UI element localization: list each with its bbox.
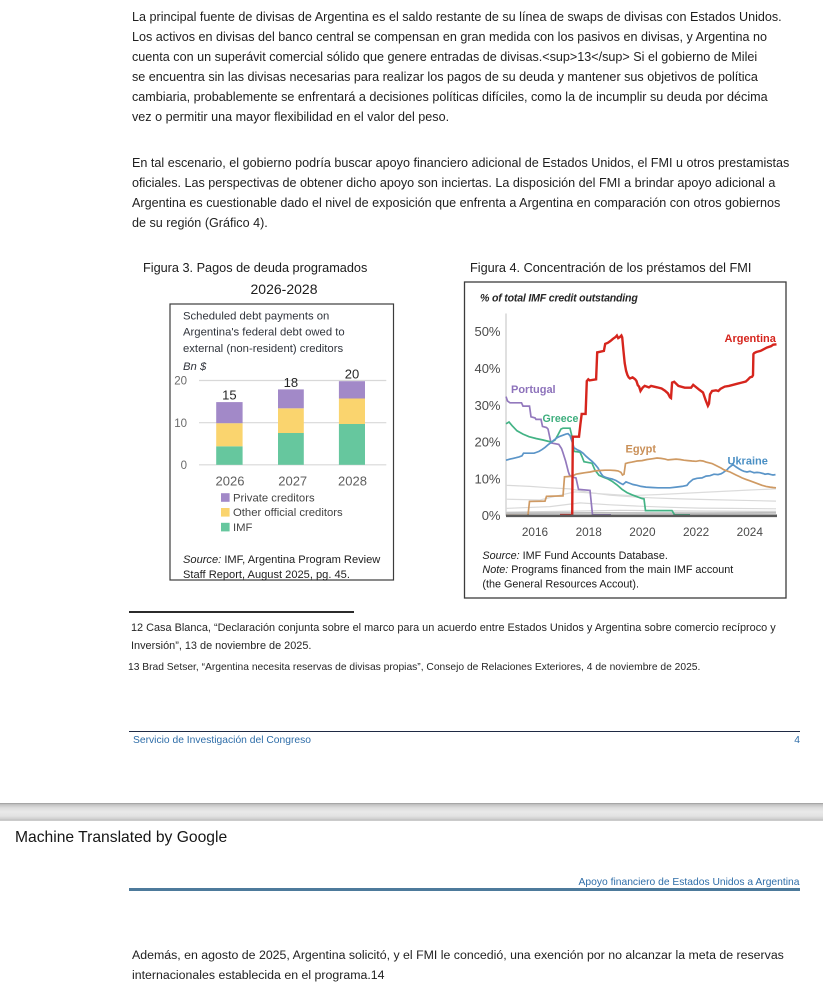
svg-text:2022: 2022 xyxy=(683,525,709,539)
svg-text:2027: 2027 xyxy=(278,474,307,489)
svg-text:Argentina's federal debt owed: Argentina's federal debt owed to xyxy=(183,327,345,339)
svg-text:Scheduled debt payments on: Scheduled debt payments on xyxy=(183,310,329,322)
svg-text:0%: 0% xyxy=(482,508,501,523)
svg-text:50%: 50% xyxy=(474,324,500,339)
svg-text:15: 15 xyxy=(222,388,236,403)
svg-text:20: 20 xyxy=(345,367,359,382)
svg-text:2026: 2026 xyxy=(216,474,245,489)
svg-text:Staff Report, August 2025, pg.: Staff Report, August 2025, pg. 45. xyxy=(183,569,350,581)
svg-text:Portugal: Portugal xyxy=(511,384,556,396)
svg-text:Bn $: Bn $ xyxy=(183,361,207,373)
svg-text:Egypt: Egypt xyxy=(626,444,657,456)
svg-text:18: 18 xyxy=(284,375,298,390)
svg-text:% of total IMF credit outstand: % of total IMF credit outstanding xyxy=(480,292,638,304)
svg-text:Note: Programs financed from t: Note: Programs financed from the main IM… xyxy=(482,564,733,576)
svg-text:2020: 2020 xyxy=(629,525,656,539)
svg-text:20%: 20% xyxy=(474,435,500,450)
svg-text:40%: 40% xyxy=(474,361,500,376)
svg-text:external (non-resident) credit: external (non-resident) creditors xyxy=(183,343,343,355)
svg-text:(the General Resources Accout): (the General Resources Accout). xyxy=(482,578,639,590)
svg-text:10: 10 xyxy=(174,418,187,430)
svg-text:10%: 10% xyxy=(474,471,500,486)
svg-text:Source: IMF Fund Accounts Data: Source: IMF Fund Accounts Database. xyxy=(482,550,667,562)
svg-text:IMF: IMF xyxy=(233,522,253,534)
svg-text:2018: 2018 xyxy=(576,525,603,539)
svg-text:2024: 2024 xyxy=(737,525,764,539)
svg-text:Ukraine: Ukraine xyxy=(728,456,768,468)
svg-text:Source: IMF, Argentina Program: Source: IMF, Argentina Program Review xyxy=(183,554,381,566)
svg-text:2016: 2016 xyxy=(522,525,549,539)
svg-text:Private creditors: Private creditors xyxy=(233,492,315,504)
svg-text:Greece: Greece xyxy=(543,413,579,425)
svg-text:30%: 30% xyxy=(474,398,500,413)
svg-text:Argentina: Argentina xyxy=(725,333,777,345)
svg-text:0: 0 xyxy=(181,460,187,472)
svg-text:Other official creditors: Other official creditors xyxy=(233,507,343,519)
svg-text:2028: 2028 xyxy=(338,474,367,489)
svg-text:20: 20 xyxy=(174,375,187,387)
